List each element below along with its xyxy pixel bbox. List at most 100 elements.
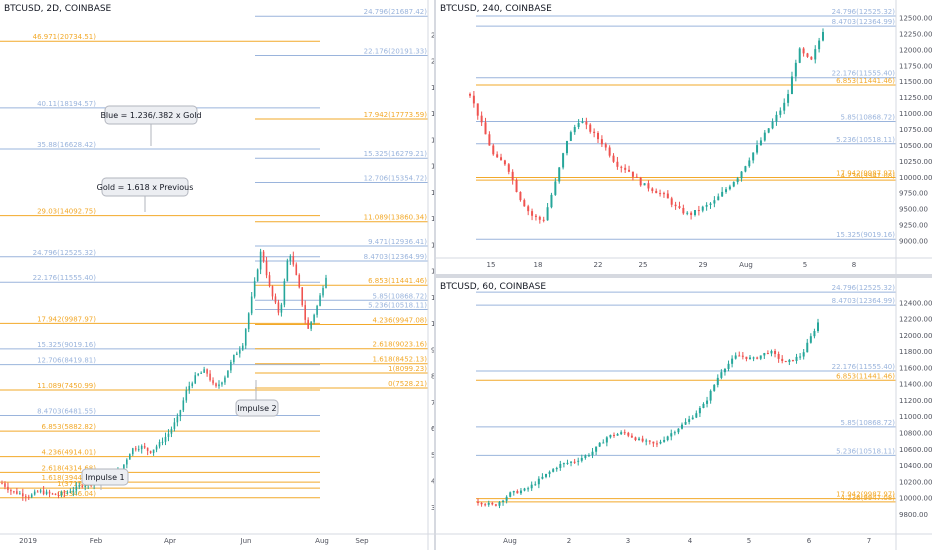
candle-body	[616, 434, 619, 436]
bottom-right-chart-pane[interactable]: 24.796(12525.32) 8.4703(12364.99) 22.176(1…	[436, 278, 932, 550]
candle-body	[635, 176, 638, 178]
fib-level-label: 4.236(9947.08)	[841, 494, 896, 502]
candle-body	[69, 491, 72, 493]
price-axis-label: 10500.00	[899, 142, 932, 150]
candle-body	[129, 454, 131, 460]
candle-body	[200, 372, 202, 374]
fib-level-label: 2.618(4314.68)	[42, 464, 97, 472]
candle-body	[146, 447, 149, 451]
price-axis-label: 16000.00	[431, 163, 434, 171]
price-axis-label: 12500.00	[899, 15, 932, 23]
candle-body	[36, 491, 39, 493]
candle-body	[570, 461, 573, 463]
left-chart-svg[interactable]: 46.971(20734.51) 40.11(18194.57) 35.88(166…	[0, 0, 434, 550]
candle-body	[527, 206, 530, 212]
candle-body	[581, 121, 584, 123]
pane-divider-vertical[interactable]	[434, 0, 436, 550]
candle-body	[301, 287, 304, 306]
candle-body	[814, 49, 817, 60]
candle-body	[630, 435, 633, 438]
fib-level-label: 9.471(12936.41)	[368, 238, 427, 246]
price-axis-label: 9250.00	[899, 222, 928, 230]
candle-body	[507, 164, 510, 172]
candle-body	[600, 139, 603, 145]
price-axis-label: 12250.00	[899, 30, 932, 38]
candle-body	[33, 491, 36, 495]
candle-body	[143, 445, 146, 448]
candle-body	[738, 355, 741, 357]
candle-body	[241, 345, 244, 350]
candle-body	[681, 424, 683, 429]
fib-level-label: 40.11(18194.57)	[37, 100, 96, 108]
price-axis-label: 11000.00	[899, 413, 932, 421]
candle-body	[720, 372, 723, 378]
candle-body	[191, 383, 194, 386]
fib-level-label: 5.236(10518.11)	[836, 447, 895, 455]
candle-body	[822, 31, 824, 41]
candle-body	[643, 183, 646, 186]
fib-level-label: 17.942(9987.97)	[836, 491, 895, 499]
candle-body	[298, 274, 301, 288]
candle-body	[179, 410, 182, 417]
candle-body	[218, 384, 220, 387]
candle-body	[185, 390, 188, 401]
candle-body	[686, 212, 689, 214]
candle-body	[60, 492, 63, 496]
time-axis-label: Aug	[503, 537, 517, 545]
fib-level-label: 8.4703(6481.55)	[37, 407, 96, 415]
top-right-chart-pane[interactable]: 24.796(12525.32) 8.4703(12364.99) 22.176(1…	[436, 0, 932, 274]
price-axis-label: 20000.00	[431, 58, 434, 66]
candle-body	[566, 462, 569, 464]
candle-body	[806, 342, 809, 353]
candle-body	[817, 322, 819, 332]
fib-level-label: 22.176(20191.33)	[364, 47, 428, 55]
price-axis-label: 11750.00	[899, 62, 932, 70]
candle-body	[503, 160, 506, 165]
candle-body	[623, 432, 626, 434]
candle-body	[565, 140, 568, 154]
candle-body	[27, 496, 30, 498]
price-axis-label: 13000.00	[431, 241, 434, 249]
left-chart-pane[interactable]: 46.971(20734.51) 40.11(18194.57) 35.88(166…	[0, 0, 434, 550]
candle-body	[701, 206, 704, 211]
annotation-callout[interactable]	[81, 468, 129, 486]
candle-body	[57, 494, 60, 496]
candle-body	[682, 207, 685, 214]
candle-body	[734, 355, 737, 359]
candle-body	[253, 281, 256, 297]
candle-body	[274, 296, 277, 303]
fib-level-label: 5.85(10868.72)	[841, 419, 896, 427]
price-axis-label: 10800.00	[899, 429, 932, 437]
price-axis-label: 11600.00	[899, 364, 932, 372]
bottom-right-chart-svg[interactable]: 24.796(12525.32) 8.4703(12364.99) 22.176(1…	[436, 278, 932, 550]
price-axis-label: 10000.00	[899, 174, 932, 182]
candle-body	[81, 485, 84, 487]
candle-body	[641, 438, 644, 442]
price-axis-label: 10250.00	[899, 158, 932, 166]
candle-body	[538, 216, 541, 220]
candle-body	[295, 264, 298, 275]
candle-body	[698, 407, 701, 414]
candle-body	[573, 461, 576, 463]
price-axis-label: 10000.00	[431, 320, 434, 328]
candle-body	[631, 171, 634, 177]
price-axis-label: 9000.00	[431, 346, 434, 354]
candle-body	[238, 349, 241, 354]
fib-level-label: 6.853(5882.82)	[42, 423, 97, 431]
candle-body	[262, 251, 265, 262]
candle-body	[638, 438, 641, 441]
candle-body	[777, 353, 780, 359]
candle-body	[496, 154, 499, 158]
candle-body	[673, 432, 676, 434]
candle-body	[717, 196, 720, 201]
fib-level-label: 2.618(9023.16)	[373, 341, 428, 349]
candle-body	[48, 491, 51, 494]
fib-level-label: 12.706(8419.81)	[37, 357, 96, 365]
price-axis-label: 5000.00	[431, 451, 434, 459]
top-right-chart-svg[interactable]: 24.796(12525.32) 8.4703(12364.99) 22.176(1…	[436, 0, 932, 274]
pane-divider-horizontal[interactable]	[436, 274, 932, 278]
price-axis-label: 9000.00	[899, 237, 928, 245]
candle-body	[620, 166, 623, 168]
candle-body	[674, 204, 677, 207]
annotation-callout[interactable]	[235, 399, 279, 417]
